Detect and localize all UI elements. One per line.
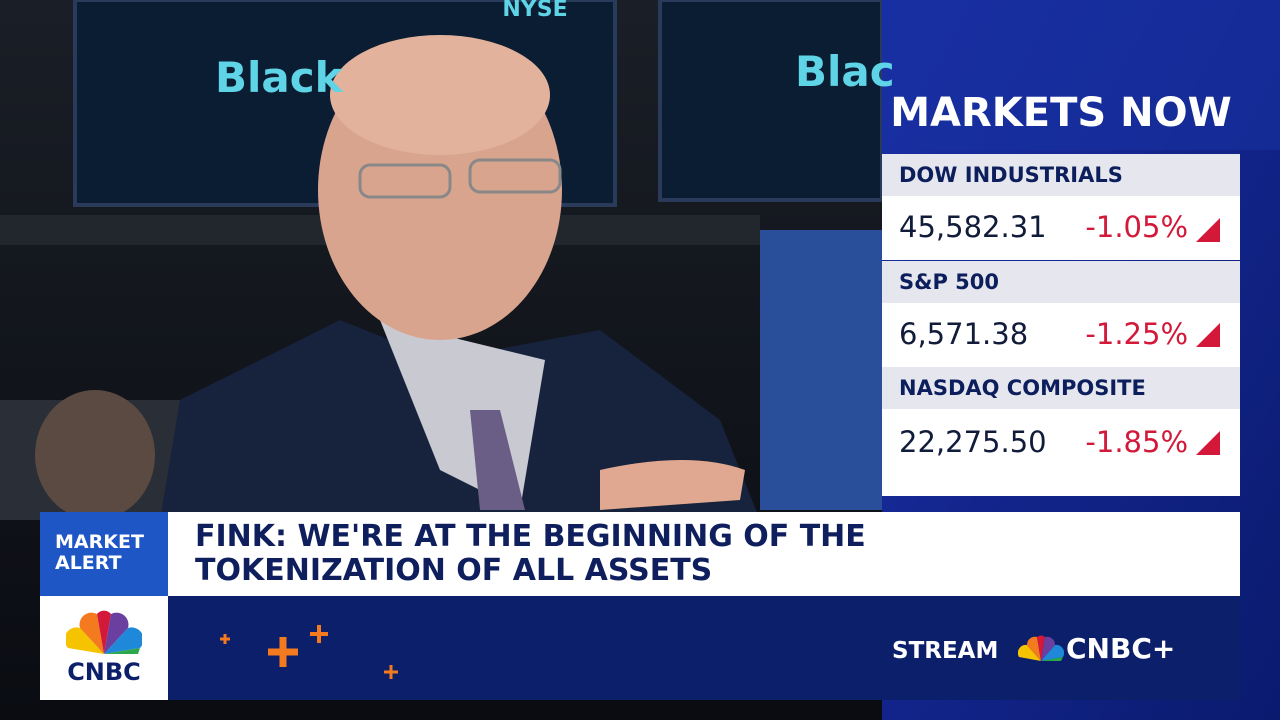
headline-line: TOKENIZATION OF ALL ASSETS xyxy=(195,553,713,588)
stream-label: STREAM xyxy=(892,638,999,664)
alert-tag: MARKET ALERT xyxy=(40,512,168,596)
screen-text: Black xyxy=(215,53,344,102)
headline-box: FINK: WE'RE AT THE BEGINNING OF THE TOKE… xyxy=(168,512,1240,596)
index-value: 22,275.50 xyxy=(899,425,1047,459)
index-row: 45,582.31 -1.05% xyxy=(882,196,1240,260)
index-name: NASDAQ COMPOSITE xyxy=(882,367,1240,409)
down-arrow xyxy=(1196,323,1220,347)
tag-line: ALERT xyxy=(55,552,122,574)
index-change: -1.05% xyxy=(1085,210,1188,244)
screen-text: NYSE xyxy=(502,0,567,22)
index-value: 45,582.31 xyxy=(899,210,1047,244)
index-name: S&P 500 xyxy=(882,261,1240,303)
index-row: 6,571.38 -1.25% xyxy=(882,303,1240,367)
tag-line: MARKET xyxy=(55,531,144,553)
headline-line: FINK: WE'RE AT THE BEGINNING OF THE xyxy=(195,519,866,554)
peacock-icon xyxy=(1018,635,1064,661)
ticker-bar: STREAM CNBC+ xyxy=(168,596,1240,700)
screen-text: Blac xyxy=(795,47,895,96)
logo-text: CNBC xyxy=(67,658,141,686)
down-arrow xyxy=(1196,431,1220,455)
decoration xyxy=(220,625,398,679)
down-arrow xyxy=(1196,218,1220,242)
index-change: -1.25% xyxy=(1085,317,1188,351)
stream-brand: CNBC+ xyxy=(1066,632,1176,665)
index-name: DOW INDUSTRIALS xyxy=(882,154,1240,196)
logo-box: CNBC xyxy=(40,596,168,700)
markets-title: MARKETS NOW xyxy=(890,90,1232,136)
peacock-logo xyxy=(66,610,142,654)
index-change: -1.85% xyxy=(1085,425,1188,459)
index-value: 6,571.38 xyxy=(899,317,1029,351)
index-row: 22,275.50 -1.85% xyxy=(882,409,1240,496)
